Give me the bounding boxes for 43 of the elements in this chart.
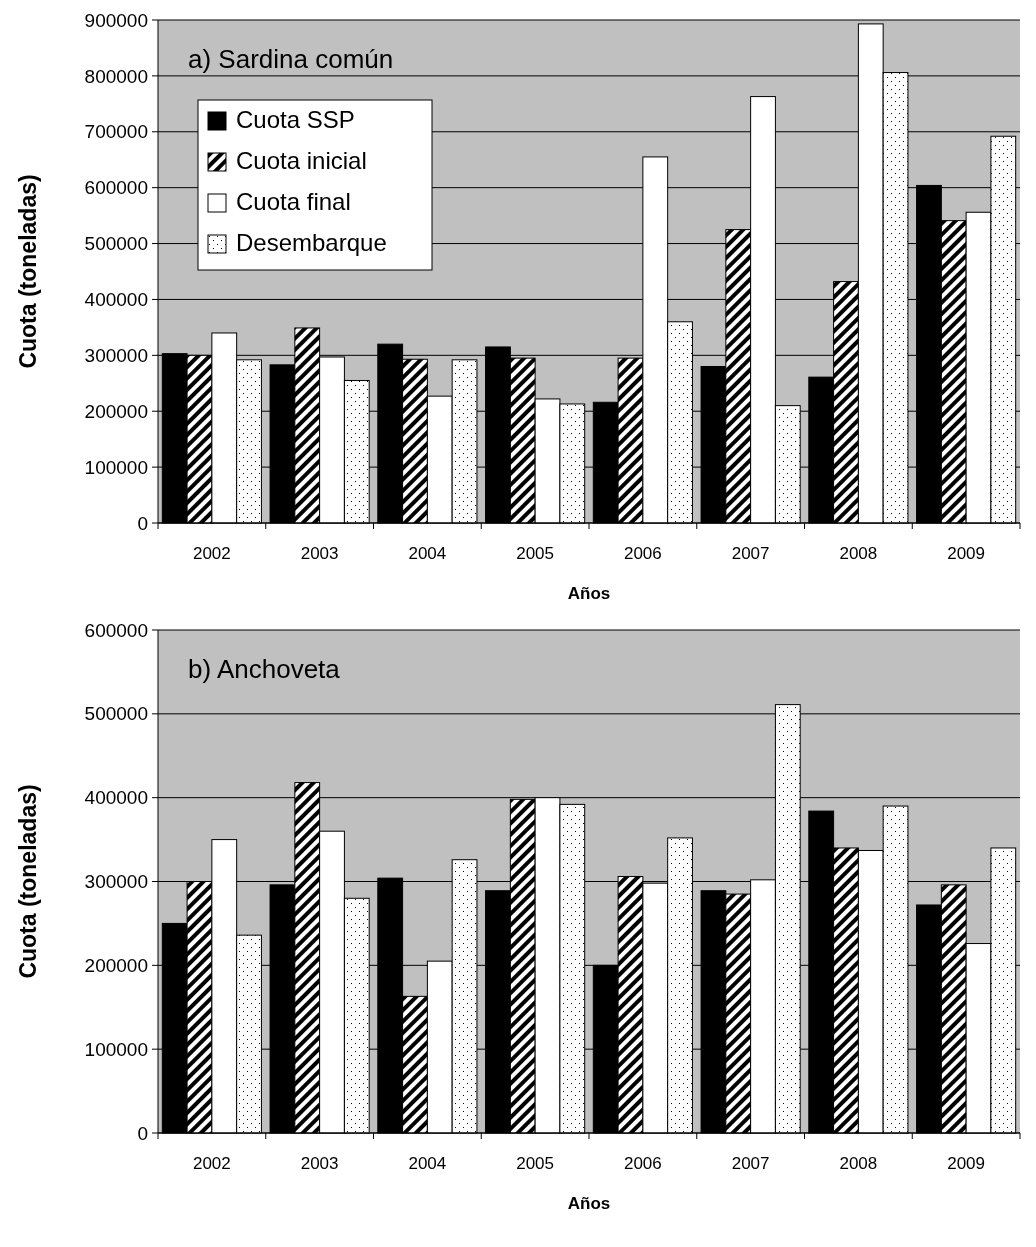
legend-label: Cuota inicial (236, 147, 367, 174)
text: b) Anchoveta (188, 654, 341, 684)
x-axis-title: Años (567, 584, 611, 603)
y-tick-label: 700000 (84, 121, 148, 143)
x-tick-label: 2005 (516, 1154, 555, 1173)
x-tick-label: 2007 (731, 544, 770, 563)
y-tick-label: 200000 (84, 400, 148, 422)
x-axis-title: Años (567, 1194, 611, 1213)
x-tick-label: 2009 (947, 544, 986, 563)
x-tick-label: 2005 (516, 544, 555, 563)
x-tick-label: 2008 (839, 1154, 878, 1173)
y-tick-label: 100000 (84, 1038, 148, 1060)
y-tick-label: 100000 (84, 456, 148, 478)
x-tick-label: 2009 (947, 1154, 986, 1173)
y-tick-label: 900000 (84, 9, 148, 31)
y-tick-label: 300000 (84, 344, 148, 366)
x-tick-label: 2006 (623, 544, 662, 563)
y-tick-label: 500000 (84, 703, 148, 725)
y-tick-label: 400000 (84, 787, 148, 809)
x-tick-label: 2003 (300, 1154, 339, 1173)
y-axis-title: Cuota (toneladas) (15, 174, 41, 369)
x-tick-label: 2002 (192, 544, 231, 563)
x-tick-label: 2007 (731, 1154, 770, 1173)
legend-label: Desembarque (236, 229, 387, 256)
y-axis-title: Cuota (toneladas) (15, 784, 41, 979)
x-tick-label: 2008 (839, 544, 878, 563)
y-tick-label: 400000 (84, 289, 148, 311)
legend-label: Cuota SSP (236, 106, 355, 133)
y-tick-label: 800000 (84, 65, 148, 87)
y-tick-label: 600000 (84, 177, 148, 199)
x-tick-label: 2006 (623, 1154, 662, 1173)
x-tick-label: 2004 (408, 1154, 447, 1173)
legend-label: Cuota final (236, 188, 351, 215)
x-tick-label: 2004 (408, 544, 447, 563)
y-tick-label: 0 (137, 512, 148, 534)
y-tick-label: 500000 (84, 233, 148, 255)
y-tick-label: 300000 (84, 871, 148, 893)
y-tick-label: 600000 (84, 619, 148, 641)
x-tick-label: 2002 (192, 1154, 231, 1173)
text: a) Sardina común (188, 44, 394, 74)
y-tick-label: 200000 (84, 954, 148, 976)
y-tick-label: 0 (137, 1122, 148, 1144)
x-tick-label: 2003 (300, 544, 339, 563)
